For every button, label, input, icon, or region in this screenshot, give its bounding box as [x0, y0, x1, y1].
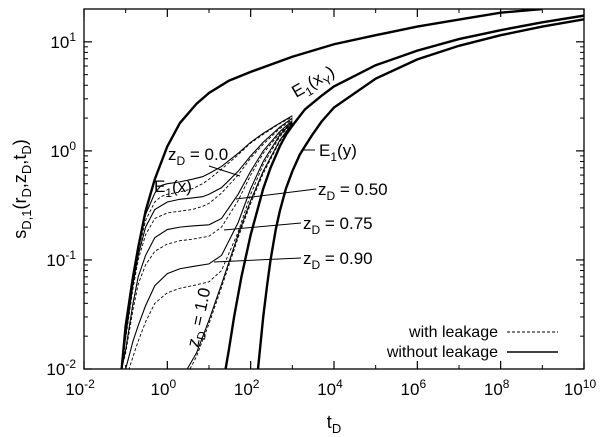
- x-tick-label: 102: [234, 377, 260, 399]
- annotation-3: E1(y): [319, 141, 357, 164]
- annotation-text: zD = 0.75: [303, 214, 373, 237]
- series-line-12: [128, 122, 293, 369]
- series-line-4: [121, 115, 293, 369]
- legend-label-without-leakage: without leakage: [386, 344, 498, 361]
- series-line-5: [121, 117, 293, 369]
- x-tick-label: 10-2: [65, 377, 95, 399]
- y-tick-label: 10-2: [46, 357, 76, 379]
- x-tick-label: 104: [317, 377, 343, 399]
- y-tick-label: 10-1: [46, 248, 76, 270]
- legend: with leakage without leakage: [386, 324, 558, 361]
- annotation-2: E1(xY): [289, 62, 340, 105]
- annotation-text: zD = 0.50: [318, 180, 388, 203]
- x-axis-title: tD: [327, 412, 341, 436]
- annotation-leader: [213, 257, 302, 263]
- series-line-7: [125, 121, 293, 369]
- x-tick-label: 100: [151, 377, 177, 399]
- annotation-text: E1(y): [319, 141, 357, 164]
- annotation-text: zD = 1.0: [183, 286, 218, 350]
- y-axis-title: sD,1(rD,zD,tD): [10, 139, 34, 238]
- legend-label-with-leakage: with leakage: [408, 324, 498, 341]
- y-tick-label: 101: [50, 30, 76, 52]
- annotation-leader: [208, 165, 241, 177]
- annotation-1: E1(x): [154, 177, 192, 200]
- annotation-4: zD = 0.0: [168, 145, 228, 168]
- series-line-6: [121, 120, 293, 369]
- annotation-text: E1(xY): [289, 62, 340, 105]
- series-line-3: [256, 18, 584, 369]
- annotation-text: zD = 0.0: [168, 145, 228, 168]
- series-line-2: [224, 14, 584, 369]
- annotation-8: zD = 1.0: [183, 286, 218, 350]
- annotation-leader: [235, 188, 317, 200]
- series-line-10: [121, 118, 293, 369]
- annotation-text: E1(x): [154, 177, 192, 200]
- x-tick-label: 106: [401, 377, 427, 399]
- annotation-5: zD = 0.50: [318, 180, 388, 203]
- x-tick-label: 108: [484, 377, 510, 399]
- annotation-7: zD = 0.90: [303, 249, 373, 272]
- series-layer: [120, 9, 584, 369]
- annotation-6: zD = 0.75: [303, 214, 373, 237]
- series-line-9: [121, 116, 293, 369]
- annotation-text: zD = 0.90: [303, 249, 373, 272]
- ticks-layer: 10-2 100 102 104 106 108 1010 10-2 10-1 100 101: [46, 8, 597, 399]
- y-tick-label: 100: [50, 139, 76, 161]
- series-line-13: [189, 123, 293, 369]
- annotation-leader: [223, 222, 302, 231]
- x-tick-label: 1010: [564, 377, 597, 399]
- series-line-8: [186, 122, 293, 369]
- annotations: E1(x) E1(xY) E1(y) zD = 0.0 zD = 0.50 zD = 0.…: [154, 62, 388, 350]
- series-line-11: [121, 121, 293, 369]
